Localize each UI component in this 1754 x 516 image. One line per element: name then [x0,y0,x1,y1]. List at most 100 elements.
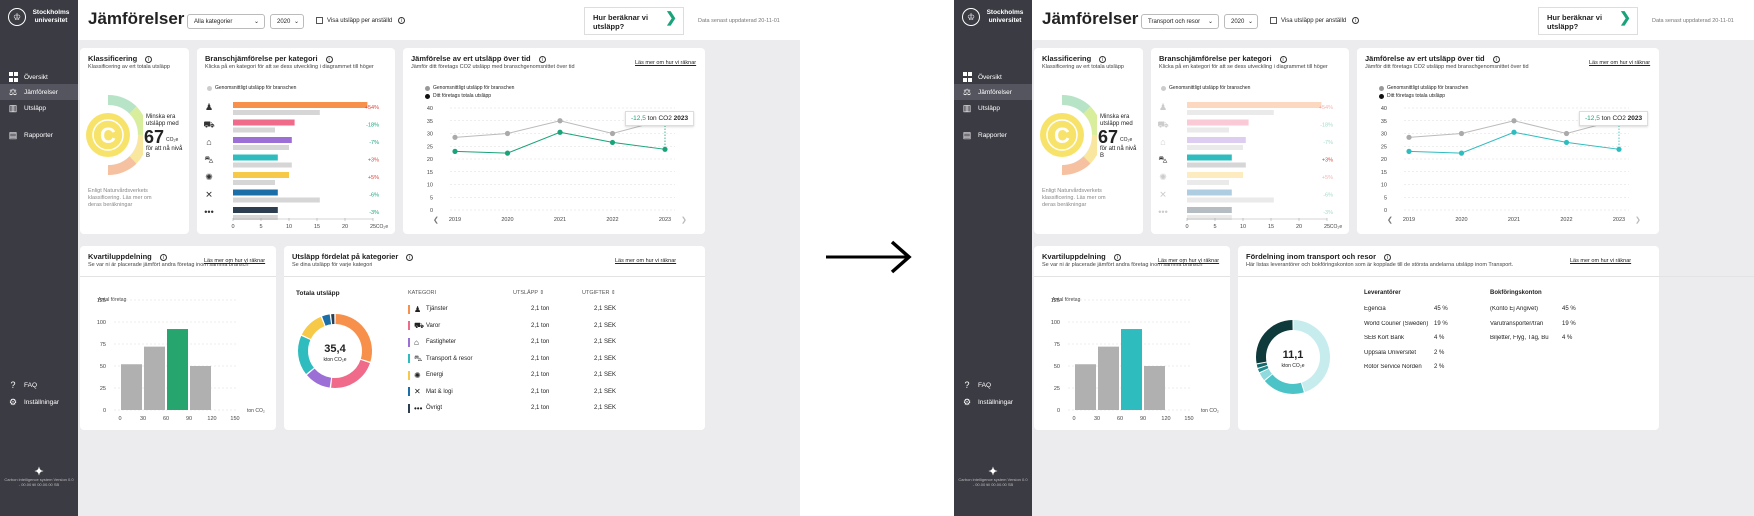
company-point[interactable] [1616,146,1622,152]
account-row[interactable]: Biljetter, Flyg, Tåg, Bu 4 % [1490,333,1572,343]
sidebar-item-utslapp[interactable]: ▥ Utsläpp [0,100,78,116]
category-bar[interactable] [1187,172,1243,178]
category-bar[interactable] [1187,137,1246,143]
column-header-kategori[interactable]: KATEGORI [408,290,437,296]
bransch-bar-chart[interactable]: ♟ +54% ⛟ -18% ⌂ -7% ⛍ +3% ✺ +5% ✕ -6% ••• -3% 0 5 10 15 20… [1151,94,1349,234]
info-icon[interactable]: i [398,17,406,24]
donut-segment[interactable] [1264,374,1304,394]
info-icon[interactable]: i [159,254,167,261]
sidebar-item-oversikt[interactable]: Översikt [0,69,78,85]
category-bar[interactable] [1187,207,1232,213]
per-employee-checkbox[interactable]: Visa utsläpp per anställd i [316,17,406,24]
quartile-bar[interactable] [1144,366,1165,410]
transport-donut[interactable]: 11,1 kton CO₂e [1248,312,1338,402]
category-bar[interactable] [233,102,368,108]
company-point[interactable] [452,148,458,154]
university-logo[interactable]: ♔ Stockholms universitet [8,8,72,26]
donut-segment[interactable] [301,316,325,340]
donut-segment[interactable] [1256,362,1268,368]
company-point[interactable] [1511,129,1517,135]
company-point[interactable] [557,129,563,135]
donut-segment[interactable] [331,359,370,388]
column-header-utgifter[interactable]: UTGIFTER ⇕ [582,290,616,296]
table-row[interactable]: ⛍ Transport & resor 2,1 ton 2,1 SEK [408,354,628,364]
quartile-bar[interactable] [1098,346,1119,410]
quartile-bar[interactable] [167,329,188,410]
category-bar[interactable] [233,189,278,196]
category-bar[interactable] [1187,119,1249,126]
supplier-row[interactable]: World Courier (Sweden) 19 % [1364,319,1454,329]
sidebar-item-oversikt[interactable]: Översikt [954,69,1032,85]
category-donut[interactable]: 35,4 kton CO₂e [290,306,380,396]
info-icon[interactable]: i [406,254,414,261]
category-bar[interactable] [233,137,292,143]
checkbox-box[interactable] [316,17,323,24]
read-more-link[interactable]: Läs mer om hur vi räknar [615,258,677,264]
year-select[interactable]: 2020 ⌄ [270,14,304,29]
sidebar-item-rapporter[interactable]: ▤ Rapporter [0,127,78,143]
donut-segment[interactable] [306,368,332,388]
company-point[interactable] [504,150,511,156]
info-icon[interactable]: i [1099,56,1107,63]
industry-point[interactable] [1458,130,1465,137]
category-bar[interactable] [1187,154,1232,161]
read-more-link[interactable]: Läs mer om hur vi räknar [204,258,266,264]
info-icon[interactable]: i [325,56,333,63]
category-bar[interactable] [233,119,295,126]
industry-point[interactable] [1563,130,1570,137]
table-row[interactable]: ✕ Mat & logi 2,1 ton 2,1 SEK [408,387,628,397]
checkbox-box[interactable] [1270,17,1277,24]
company-point[interactable] [1406,148,1412,154]
donut-segment[interactable] [1259,368,1273,381]
category-bar[interactable] [233,172,289,178]
sidebar-item-jamforelser[interactable]: ⚖ Jämförelser [0,84,78,100]
sidebar-item-rapporter[interactable]: ▤ Rapporter [954,127,1032,143]
quartile-bar[interactable] [190,366,211,410]
donut-segment[interactable] [322,314,332,326]
sidebar-item-faq[interactable]: ? FAQ [0,377,78,393]
read-more-link[interactable]: Läs mer om hur vi räknar [635,60,697,66]
sidebar-item-faq[interactable]: ? FAQ [954,377,1032,393]
info-icon[interactable]: i [1113,254,1121,261]
category-bar[interactable] [233,154,278,161]
industry-point[interactable] [557,118,563,124]
bransch-bar-chart[interactable]: ♟ +54% ⛟ -18% ⌂ -7% ⛍ +3% ✺ +5% ✕ -6% ••• -3% 0 5 10 15 20… [197,94,395,234]
industry-point[interactable] [452,134,458,140]
account-row[interactable]: (Konto Ej Angivet) 45 % [1490,304,1576,314]
company-point[interactable] [1458,150,1465,156]
help-button[interactable]: Hur beräknar vi utsläpp? ❯ [1538,7,1638,35]
donut-segment[interactable] [298,335,315,375]
industry-point[interactable] [1511,118,1517,124]
table-row[interactable]: ✺ Energi 2,1 ton 2,1 SEK [408,370,628,380]
supplier-row[interactable]: Egencia 45 % [1364,304,1454,314]
company-point[interactable] [1563,139,1570,146]
supplier-row[interactable]: SEB Kort Bank 4 % [1364,333,1454,343]
category-bar[interactable] [233,207,278,213]
info-icon[interactable]: i [1384,254,1392,261]
kvartil-bar-chart[interactable]: Antal företag 0 25 50 75 100 125 0 30 60 90 120 150 t… [1034,286,1230,426]
category-bar[interactable] [1187,102,1322,108]
company-point[interactable] [662,146,668,152]
company-point[interactable] [609,139,616,146]
category-select[interactable]: Transport och resor ⌄ [1141,14,1219,29]
table-row[interactable]: ••• Övrigt 2,1 ton 2,1 SEK [408,403,628,413]
industry-point[interactable] [609,130,616,137]
read-more-link[interactable]: Läs mer om hur vi räknar [1570,258,1632,264]
donut-segment[interactable] [1256,320,1293,364]
quartile-bar[interactable] [1075,364,1096,410]
info-icon[interactable]: i [1492,56,1500,63]
kvartil-bar-chart[interactable]: Antal företag 0 25 50 75 100 125 0 30 60 90 120 150 t… [80,286,276,426]
donut-segment[interactable] [335,314,372,362]
column-header-utslapp[interactable]: UTSLÄPP ⇕ [513,290,544,296]
sidebar-item-installningar[interactable]: ⚙ Inställningar [0,394,78,410]
sidebar-item-utslapp[interactable]: ▥ Utsläpp [954,100,1032,116]
sidebar-item-jamforelser[interactable]: ⚖ Jämförelser [954,84,1032,100]
quartile-bar[interactable] [121,364,142,410]
industry-point[interactable] [504,130,511,137]
account-row[interactable]: Varutransporter/tran 19 % [1490,319,1576,329]
per-employee-checkbox[interactable]: Visa utsläpp per anställd i [1270,17,1360,24]
table-row[interactable]: ⛟ Varor 2,1 ton 2,1 SEK [408,321,628,331]
donut-segment[interactable] [1257,365,1269,373]
table-row[interactable]: ⌂ Fastigheter 2,1 ton 2,1 SEK [408,337,628,347]
year-select[interactable]: 2020 ⌄ [1224,14,1258,29]
